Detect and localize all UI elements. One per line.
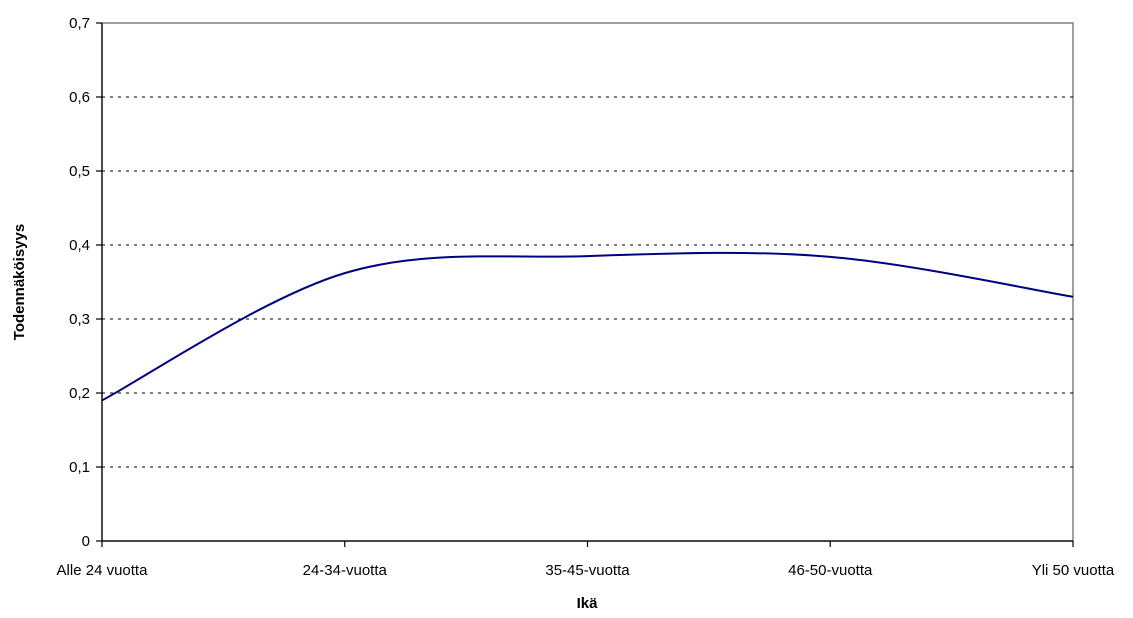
grid-lines	[102, 96, 1073, 468]
y-tick-label: 0,5	[69, 163, 90, 180]
y-tick-label: 0,4	[69, 237, 90, 254]
x-tick-label: Alle 24 vuotta	[57, 562, 149, 579]
plot-area	[101, 22, 1074, 542]
series-group	[101, 251, 1074, 402]
y-tick-label: 0,7	[69, 15, 90, 32]
y-tick-label: 0,1	[69, 459, 90, 476]
y-axis-title: Todennäköisyys	[11, 224, 28, 340]
y-tick-label: 0,6	[69, 89, 90, 106]
y-tick-label: 0,3	[69, 311, 90, 328]
x-tick-label: Yli 50 vuotta	[1032, 562, 1115, 579]
plot-border	[101, 22, 1074, 542]
x-tick-label: 24-34-vuotta	[303, 562, 388, 579]
series-line	[101, 251, 1074, 402]
x-tick-label: 46-50-vuotta	[788, 562, 873, 579]
y-tick-label: 0	[82, 533, 90, 550]
y-tick-label: 0,2	[69, 385, 90, 402]
x-tick-label: 35-45-vuotta	[545, 562, 630, 579]
y-axis: 0 0,1 0,2 0,3 0,4 0,5 0,6 0,7	[69, 15, 103, 550]
x-axis: Alle 24 vuotta 24-34-vuotta 35-45-vuotta 46…	[57, 540, 1115, 579]
x-axis-title: Ikä	[577, 595, 599, 612]
